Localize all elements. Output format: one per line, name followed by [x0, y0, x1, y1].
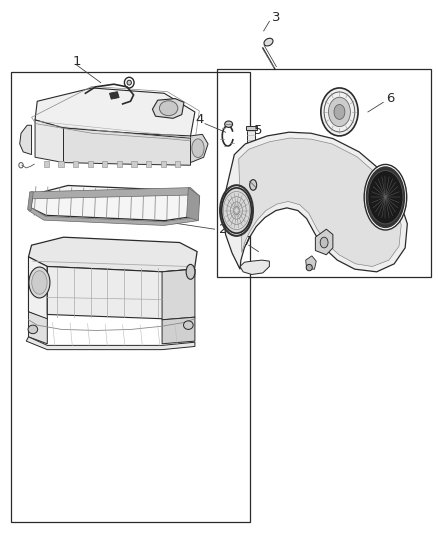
Ellipse shape [328, 97, 350, 127]
Polygon shape [28, 257, 47, 320]
Polygon shape [28, 192, 33, 211]
Ellipse shape [364, 165, 406, 229]
Polygon shape [187, 188, 200, 221]
Polygon shape [131, 161, 137, 167]
Polygon shape [102, 161, 107, 167]
Text: 1: 1 [72, 55, 81, 68]
Ellipse shape [32, 271, 47, 294]
Text: 6: 6 [385, 92, 394, 105]
Polygon shape [161, 161, 166, 167]
Ellipse shape [192, 139, 204, 158]
Polygon shape [240, 260, 269, 274]
Polygon shape [246, 126, 257, 130]
Polygon shape [28, 207, 198, 225]
Polygon shape [64, 128, 195, 165]
Polygon shape [31, 188, 200, 201]
Polygon shape [239, 138, 401, 266]
Ellipse shape [368, 171, 403, 224]
Ellipse shape [127, 80, 131, 85]
Polygon shape [146, 161, 151, 167]
Polygon shape [223, 132, 407, 272]
Polygon shape [117, 161, 122, 167]
Ellipse shape [29, 267, 50, 298]
Polygon shape [247, 128, 255, 152]
Polygon shape [35, 120, 64, 163]
Text: 4: 4 [195, 114, 204, 126]
Polygon shape [44, 161, 49, 167]
Polygon shape [28, 312, 47, 344]
Text: 2: 2 [219, 223, 228, 236]
Polygon shape [191, 134, 208, 163]
Polygon shape [175, 161, 180, 167]
Polygon shape [26, 337, 195, 350]
Ellipse shape [306, 264, 312, 271]
Ellipse shape [321, 88, 358, 136]
Polygon shape [31, 185, 199, 221]
Polygon shape [73, 161, 78, 167]
Ellipse shape [334, 104, 345, 119]
Ellipse shape [186, 264, 195, 279]
Polygon shape [58, 161, 64, 167]
Polygon shape [35, 88, 195, 136]
Polygon shape [162, 269, 195, 320]
Polygon shape [88, 161, 93, 167]
Polygon shape [28, 237, 197, 272]
Ellipse shape [225, 121, 233, 127]
Ellipse shape [320, 237, 328, 248]
Polygon shape [315, 229, 333, 255]
Polygon shape [47, 266, 195, 319]
Ellipse shape [250, 180, 257, 190]
Polygon shape [110, 92, 119, 99]
Ellipse shape [222, 188, 251, 233]
Polygon shape [152, 99, 184, 118]
Polygon shape [20, 125, 32, 155]
Polygon shape [306, 256, 316, 269]
Polygon shape [162, 317, 195, 344]
Ellipse shape [28, 325, 38, 334]
Ellipse shape [184, 321, 193, 329]
Text: 7: 7 [243, 235, 252, 248]
Text: 3: 3 [272, 11, 280, 24]
Text: 5: 5 [254, 124, 263, 137]
Ellipse shape [159, 101, 178, 116]
Ellipse shape [264, 38, 273, 46]
